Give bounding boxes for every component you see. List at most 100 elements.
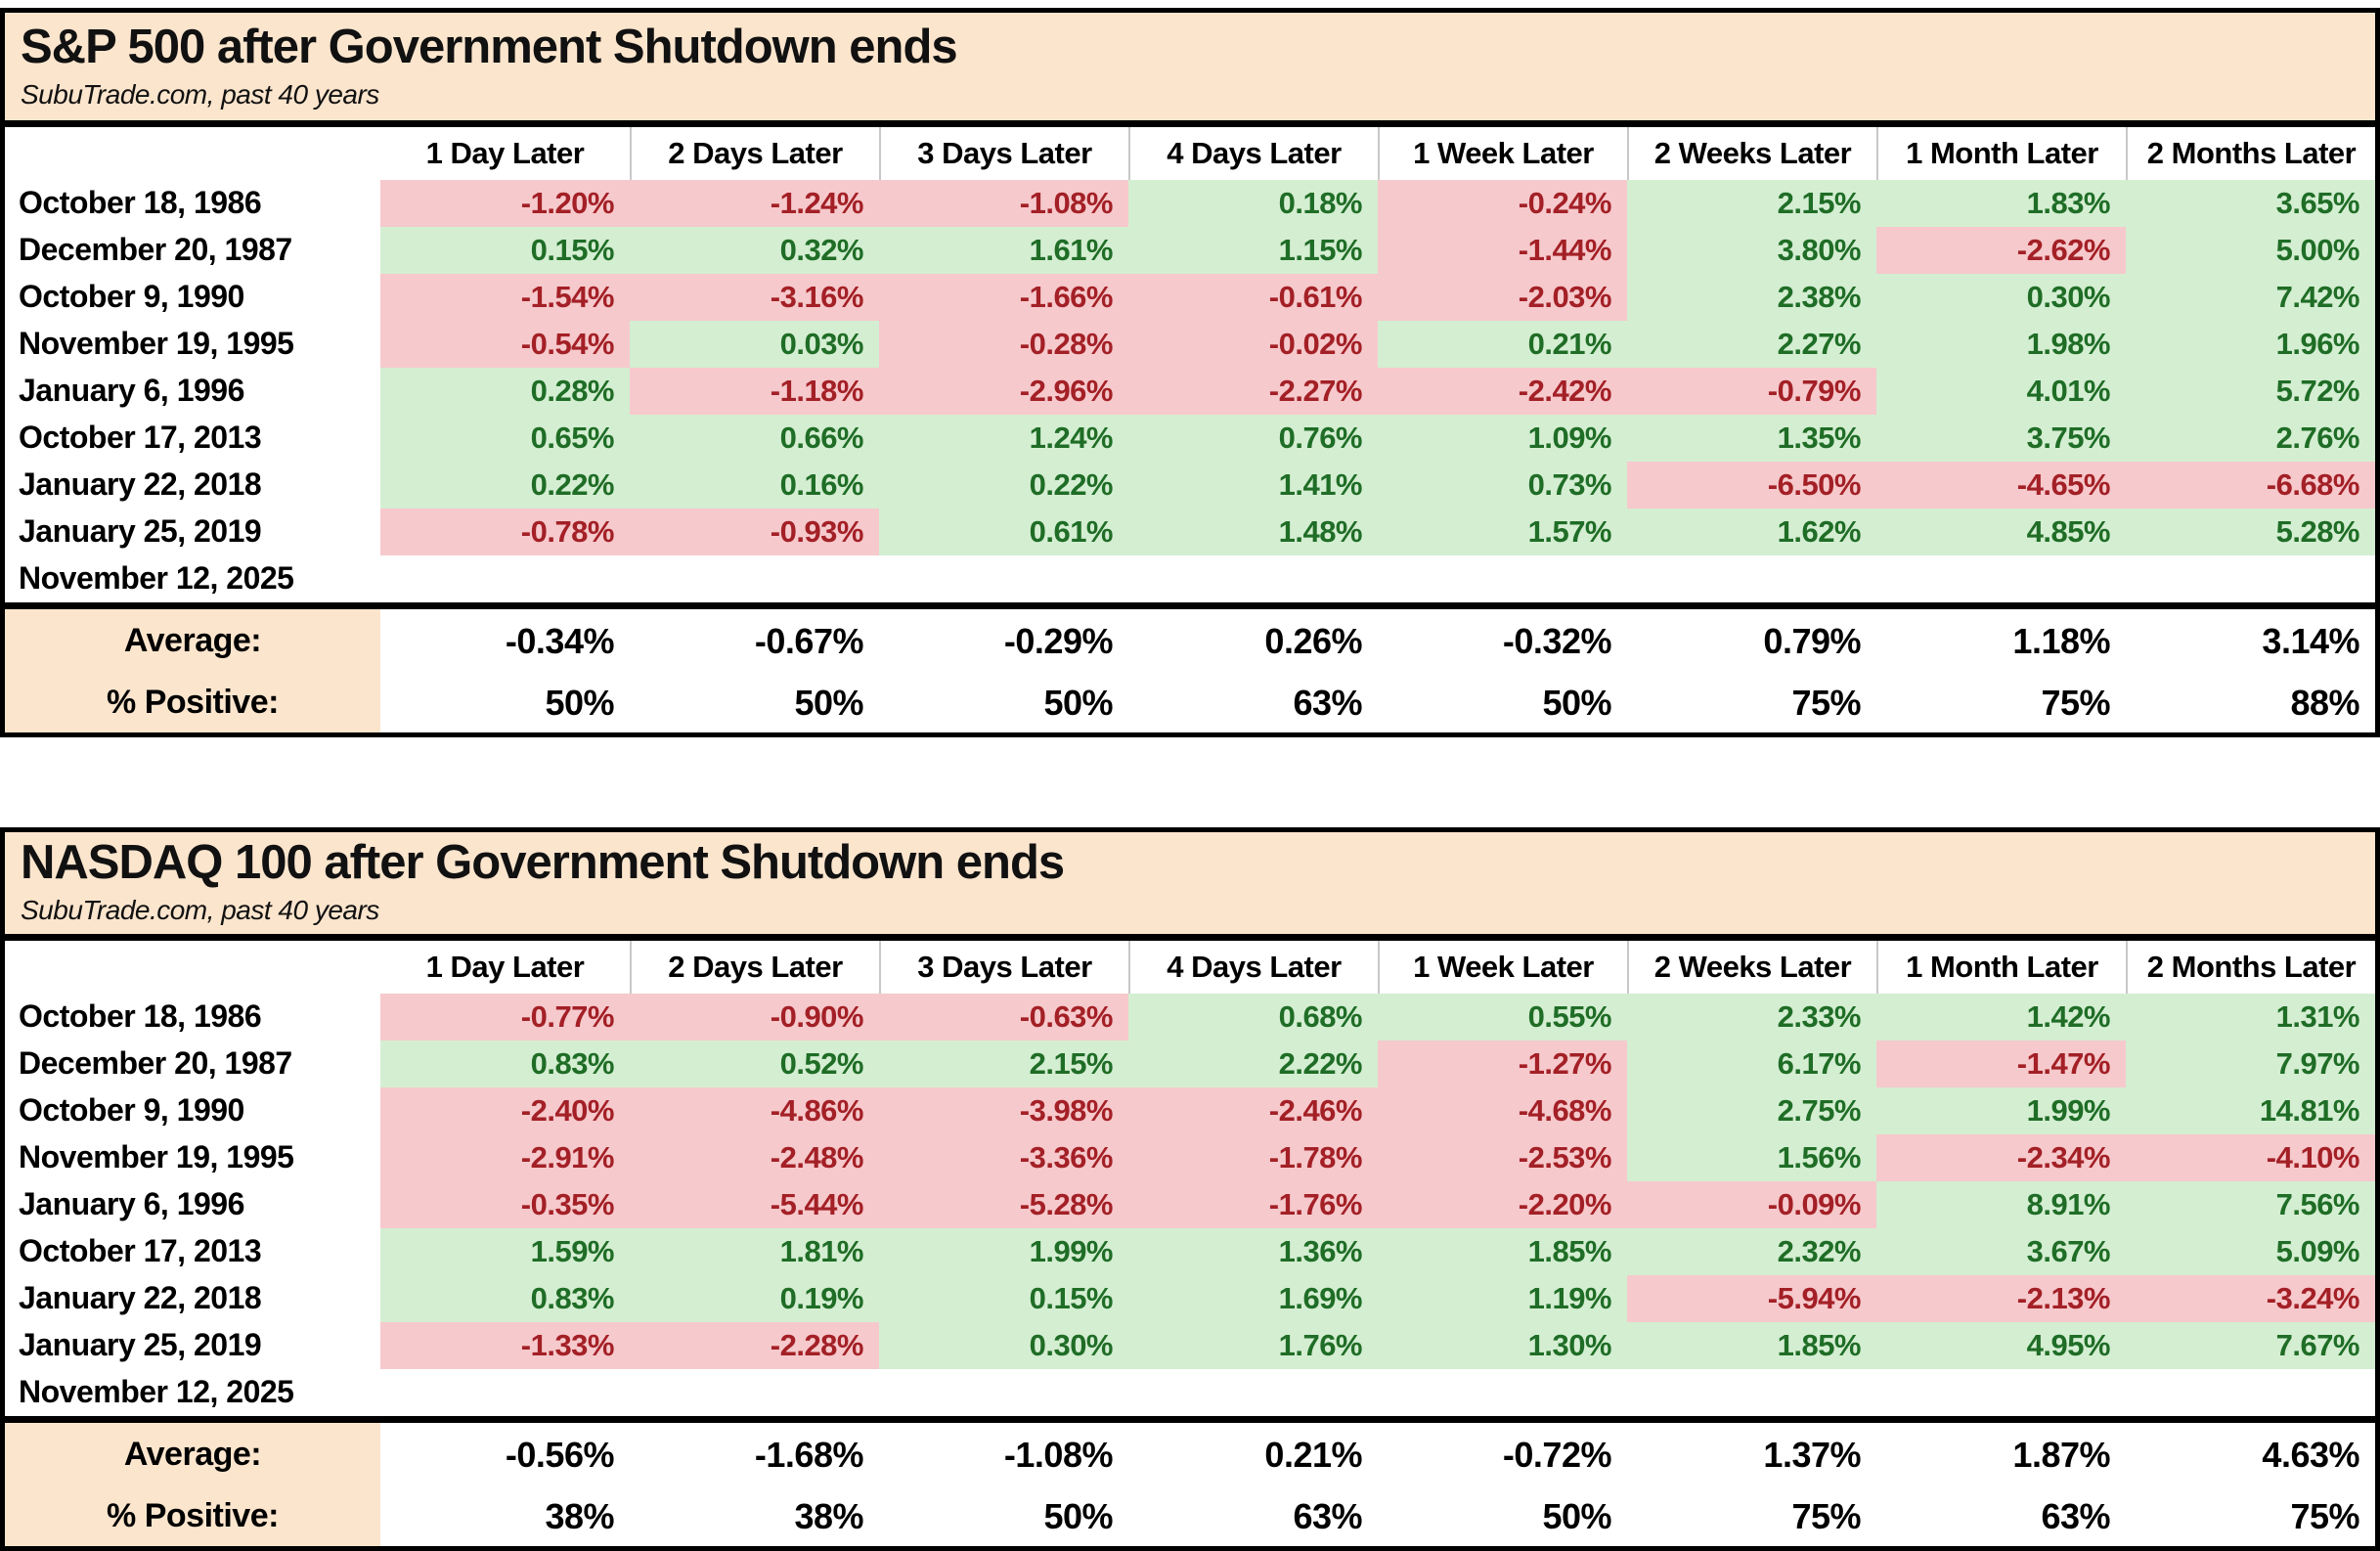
return-cell: 0.66% [630, 414, 879, 462]
summary-value: 0.26% [1128, 608, 1378, 674]
summary-value: 50% [380, 673, 630, 732]
summary-value: 1.37% [1627, 1422, 1876, 1487]
return-cell: 1.69% [1128, 1274, 1378, 1322]
table-row: November 19, 1995 -2.91% -2.48% -3.36% -1.78… [5, 1133, 2375, 1181]
return-cell [630, 554, 879, 602]
return-cell [1627, 554, 1876, 602]
summary-value: -0.32% [1378, 608, 1627, 674]
return-cell [2126, 554, 2375, 602]
return-cell: 7.56% [2126, 1180, 2375, 1228]
date-cell: October 9, 1990 [5, 1086, 380, 1134]
return-cell: 1.99% [879, 1227, 1128, 1275]
date-cell: January 6, 1996 [5, 367, 380, 415]
return-cell: -0.78% [380, 508, 630, 555]
summary-value: -0.72% [1378, 1422, 1627, 1487]
return-cell: -6.50% [1627, 461, 1876, 509]
return-cell: 0.30% [1876, 273, 2126, 321]
return-cell: -3.24% [2126, 1274, 2375, 1322]
summary-value: 38% [380, 1486, 630, 1546]
nasdaq100-title-block: NASDAQ 100 after Government Shutdown end… [5, 831, 2375, 941]
return-cell: 1.99% [1876, 1086, 2126, 1134]
summary-value: 50% [879, 1486, 1128, 1546]
return-cell: 1.35% [1627, 414, 1876, 462]
return-cell: 8.91% [1876, 1180, 2126, 1228]
return-cell: -2.46% [1128, 1086, 1378, 1134]
return-cell: 1.98% [1876, 320, 2126, 368]
return-cell: 1.59% [380, 1227, 630, 1275]
return-cell: -2.27% [1128, 367, 1378, 415]
table-row: January 6, 1996 -0.35% -5.44% -5.28% -1.76% -… [5, 1180, 2375, 1228]
column-header: 2 Days Later [630, 126, 879, 180]
return-cell: -1.33% [380, 1321, 630, 1369]
return-cell: 0.18% [1128, 179, 1378, 227]
return-cell: 2.27% [1627, 320, 1876, 368]
return-cell [2126, 1368, 2375, 1416]
summary-value: -1.08% [879, 1422, 1128, 1487]
return-cell: -4.86% [630, 1086, 879, 1134]
return-cell [879, 554, 1128, 602]
date-cell: January 22, 2018 [5, 1274, 380, 1322]
return-cell: 0.55% [1378, 993, 1627, 1041]
return-cell: -4.65% [1876, 461, 2126, 509]
return-cell: 1.31% [2126, 993, 2375, 1041]
return-cell: 0.65% [380, 414, 630, 462]
return-cell: -1.20% [380, 179, 630, 227]
return-cell: 0.19% [630, 1274, 879, 1322]
summary-divider [5, 601, 2375, 609]
return-cell: -0.63% [879, 993, 1128, 1041]
summary-value: -0.34% [380, 608, 630, 674]
date-cell: November 19, 1995 [5, 1133, 380, 1181]
return-cell: -0.77% [380, 993, 630, 1041]
return-cell: 0.28% [380, 367, 630, 415]
table-row: October 17, 2013 0.65% 0.66% 1.24% 0.76% 1.09… [5, 414, 2375, 462]
date-cell: October 17, 2013 [5, 1227, 380, 1275]
return-cell: 1.96% [2126, 320, 2375, 368]
return-cell: -1.24% [630, 179, 879, 227]
return-cell [380, 554, 630, 602]
table-row: January 22, 2018 0.83% 0.19% 0.15% 1.69% 1.19… [5, 1274, 2375, 1322]
summary-value: 75% [1627, 673, 1876, 732]
return-cell: 3.75% [1876, 414, 2126, 462]
return-cell [630, 1368, 879, 1416]
return-cell: -6.68% [2126, 461, 2375, 509]
return-cell: 0.32% [630, 226, 879, 274]
return-cell: -0.09% [1627, 1180, 1876, 1228]
return-cell: -2.20% [1378, 1180, 1627, 1228]
table-title: NASDAQ 100 after Government Shutdown end… [21, 835, 1065, 889]
return-cell: -5.44% [630, 1180, 879, 1228]
summary-label: % Positive: [5, 1486, 380, 1546]
column-header: 2 Days Later [630, 940, 879, 994]
return-cell: 1.41% [1128, 461, 1378, 509]
return-cell: -1.54% [380, 273, 630, 321]
table-row: October 18, 1986 -0.77% -0.90% -0.63% 0.68% 0… [5, 993, 2375, 1041]
return-cell: 4.95% [1876, 1321, 2126, 1369]
return-cell: -2.40% [380, 1086, 630, 1134]
summary-label: % Positive: [5, 673, 380, 732]
return-cell: 5.28% [2126, 508, 2375, 555]
date-cell: December 20, 1987 [5, 1040, 380, 1087]
summary-value: 50% [1378, 1486, 1627, 1546]
return-cell: 5.72% [2126, 367, 2375, 415]
return-cell: -2.13% [1876, 1274, 2126, 1322]
date-cell: January 25, 2019 [5, 1321, 380, 1369]
summary-row: Average: -0.56% -1.68% -1.08% 0.21% -0.72% 1.3… [5, 1422, 2375, 1487]
date-cell: November 12, 2025 [5, 554, 380, 602]
summary-value: 75% [2126, 1486, 2375, 1546]
table-row: October 18, 1986 -1.20% -1.24% -1.08% 0.18% -… [5, 179, 2375, 227]
return-cell [1128, 554, 1378, 602]
summary-value: 1.18% [1876, 608, 2126, 674]
summary-value: -1.68% [630, 1422, 879, 1487]
return-cell: 1.09% [1378, 414, 1627, 462]
return-cell: 5.00% [2126, 226, 2375, 274]
return-cell: 2.32% [1627, 1227, 1876, 1275]
return-cell: -1.76% [1128, 1180, 1378, 1228]
summary-row: Average: -0.34% -0.67% -0.29% 0.26% -0.32% 0.7… [5, 608, 2375, 674]
return-cell: 1.57% [1378, 508, 1627, 555]
return-cell: 1.36% [1128, 1227, 1378, 1275]
return-cell: 7.67% [2126, 1321, 2375, 1369]
return-cell: 0.61% [879, 508, 1128, 555]
return-cell: 1.81% [630, 1227, 879, 1275]
return-cell: 1.48% [1128, 508, 1378, 555]
return-cell [1876, 1368, 2126, 1416]
return-cell: 1.42% [1876, 993, 2126, 1041]
